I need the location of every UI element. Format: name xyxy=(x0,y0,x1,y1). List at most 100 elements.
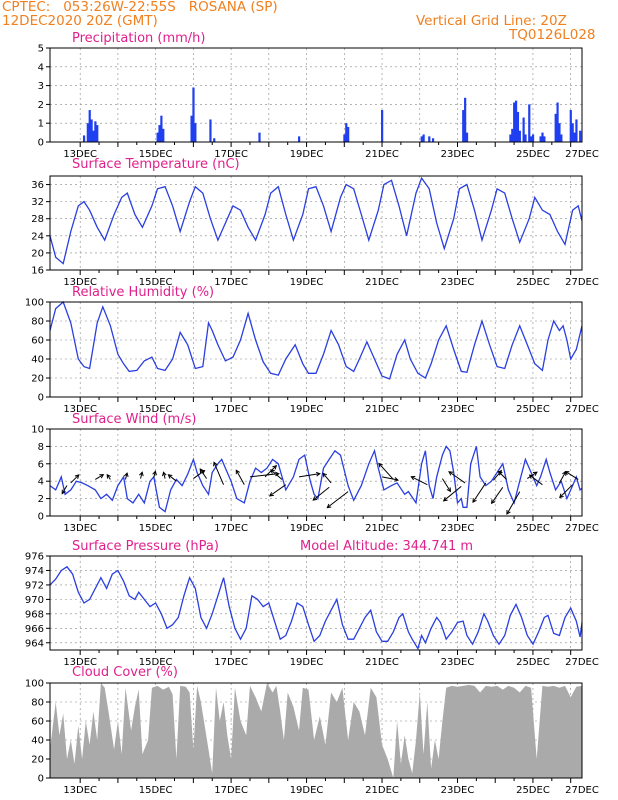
panel-4: Surface Pressure (hPa) Model Altitude: 34… xyxy=(25,539,599,668)
precip-bar xyxy=(558,123,561,142)
x-tick-label: 13DEC xyxy=(63,277,97,288)
wind-vector-head xyxy=(139,471,144,477)
wind-vector xyxy=(326,491,349,509)
y-tick-label: 20 xyxy=(31,755,44,766)
precip-bar xyxy=(194,123,197,142)
wind-vector-head xyxy=(472,498,477,503)
y-tick-label: 80 xyxy=(31,317,44,328)
y-tick-label: 60 xyxy=(31,336,44,347)
precip-bar xyxy=(160,115,163,142)
panel-2: Relative Humidity (%) 0 20 40 60 80 100 13DEC 15… xyxy=(25,285,599,415)
series-line xyxy=(49,176,583,265)
x-tick-label: 21DEC xyxy=(365,149,399,160)
x-tick-label: 19DEC xyxy=(290,404,324,415)
x-tick-label: 17DEC xyxy=(214,523,248,534)
x-tick-label: 13DEC xyxy=(63,149,97,160)
wind-vector xyxy=(249,473,279,478)
x-tick-label: 15DEC xyxy=(139,657,173,668)
wind-vector xyxy=(443,486,462,502)
wind-vector-head xyxy=(61,489,66,495)
x-tick-label: 13DEC xyxy=(63,404,97,415)
wind-vector xyxy=(441,478,451,492)
wind-vector-head xyxy=(167,474,173,479)
precip-bar xyxy=(158,125,161,142)
panel-title: Relative Humidity (%) xyxy=(72,285,214,300)
series-line xyxy=(49,565,583,651)
y-tick-label: 966 xyxy=(25,624,44,635)
precip-bar xyxy=(422,134,425,142)
x-tick-label: 17DEC xyxy=(214,277,248,288)
y-tick-label: 2 xyxy=(38,100,44,111)
x-tick-label: 27DEC xyxy=(565,404,599,415)
panel-frame xyxy=(49,428,583,517)
y-tick-label: 4 xyxy=(38,62,44,73)
x-tick-label: 25DEC xyxy=(516,657,550,668)
x-tick-label: 17DEC xyxy=(214,657,248,668)
x-tick-label: 13DEC xyxy=(63,523,97,534)
x-tick-label: 23DEC xyxy=(441,523,475,534)
precip-bar xyxy=(86,123,89,142)
y-tick-label: 60 xyxy=(31,717,44,728)
precip-bar xyxy=(522,117,525,142)
precip-bar xyxy=(528,104,531,142)
wind-vector xyxy=(298,473,320,478)
wind-vector-head xyxy=(326,503,332,509)
panel-title: Surface Pressure (hPa) xyxy=(72,539,219,554)
header-datetime: 12DEC2020 20Z (GMT) xyxy=(2,13,158,29)
wind-vector-head xyxy=(491,499,496,505)
wind-vector-head xyxy=(564,470,570,476)
wind-vector-head xyxy=(322,472,327,478)
precip-bar xyxy=(514,100,518,142)
x-tick-label: 23DEC xyxy=(441,149,475,160)
series-line xyxy=(49,300,583,380)
precip-bar xyxy=(258,132,261,142)
y-tick-label: 3 xyxy=(38,81,44,92)
y-tick-label: 20 xyxy=(31,248,44,259)
model-altitude-label: Model Altitude: 344.741 m xyxy=(300,539,473,554)
y-tick-label: 36 xyxy=(31,180,44,191)
x-tick-label: 25DEC xyxy=(516,404,550,415)
panel-title: Surface Temperature (nC) xyxy=(72,157,240,172)
precip-bar xyxy=(569,110,572,142)
x-tick-label: 21DEC xyxy=(365,657,399,668)
wind-vector-head xyxy=(394,477,400,482)
wind-vector-head xyxy=(410,476,416,481)
y-tick-label: 100 xyxy=(25,679,44,690)
y-tick-label: 0 xyxy=(38,138,44,149)
y-tick-label: 80 xyxy=(31,698,44,709)
x-tick-label: 23DEC xyxy=(441,404,475,415)
x-tick-label: 19DEC xyxy=(290,277,324,288)
y-tick-label: 0 xyxy=(38,774,44,785)
wind-vector-head xyxy=(312,496,318,501)
y-tick-label: 5 xyxy=(38,44,44,55)
x-tick-label: 19DEC xyxy=(290,657,324,668)
x-tick-label: 19DEC xyxy=(290,785,324,796)
precip-bar xyxy=(571,123,574,142)
wind-vector xyxy=(565,471,579,480)
x-tick-label: 27DEC xyxy=(565,657,599,668)
x-tick-label: 21DEC xyxy=(365,785,399,796)
wind-vector-head xyxy=(528,474,534,479)
precip-bar xyxy=(524,134,527,142)
y-tick-label: 4 xyxy=(38,477,44,488)
x-tick-label: 23DEC xyxy=(441,657,475,668)
precip-bar xyxy=(541,132,544,142)
wind-vector xyxy=(168,474,177,482)
panel-frame xyxy=(49,175,583,271)
wind-vector-head xyxy=(199,468,204,474)
precip-bar xyxy=(573,132,576,142)
precip-bar xyxy=(462,110,465,142)
wind-vector xyxy=(491,487,504,504)
x-tick-label: 25DEC xyxy=(516,277,550,288)
wind-vector xyxy=(529,474,543,486)
wind-vector xyxy=(70,474,80,484)
x-tick-label: 19DEC xyxy=(290,149,324,160)
panel-title: Precipitation (mm/h) xyxy=(72,31,205,46)
precip-bar xyxy=(509,134,512,142)
y-tick-label: 2 xyxy=(38,494,44,505)
y-tick-label: 6 xyxy=(38,459,44,470)
precip-bar xyxy=(560,134,563,142)
header-grid-note: Vertical Grid Line: 20Z xyxy=(416,13,567,29)
y-tick-label: 24 xyxy=(31,231,44,242)
precip-bar xyxy=(96,125,99,142)
